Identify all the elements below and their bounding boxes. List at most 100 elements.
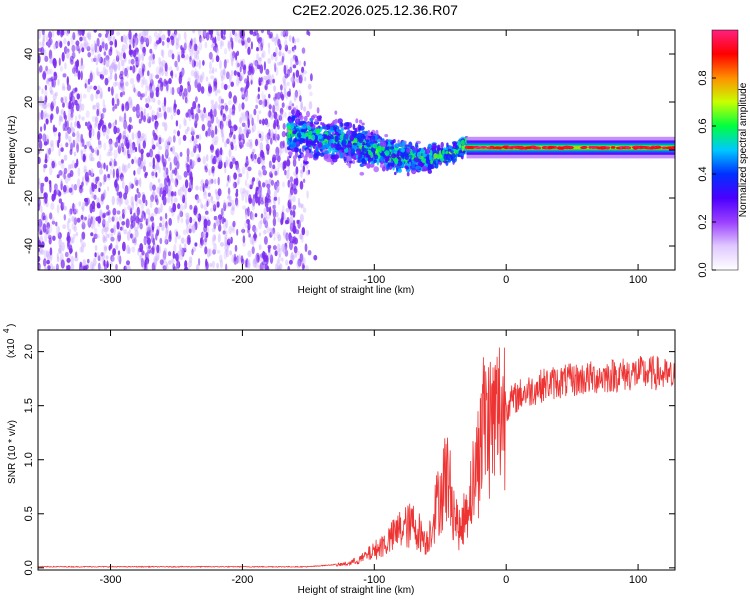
spectrogram-cell bbox=[81, 181, 84, 188]
spectrogram-cell bbox=[461, 145, 464, 152]
spectrogram-cell bbox=[174, 191, 177, 197]
spectrogram-cell bbox=[44, 196, 48, 204]
spectrogram-cell bbox=[202, 182, 205, 193]
spectrogram-cell bbox=[286, 169, 290, 180]
spectrogram-cell bbox=[116, 98, 120, 107]
spectrogram-cell bbox=[266, 148, 270, 156]
spectrogram-cell bbox=[220, 69, 224, 79]
spectrogram-cell bbox=[406, 148, 411, 153]
spectrogram-cell bbox=[166, 175, 170, 183]
spectrogram-cell bbox=[161, 34, 166, 41]
spectrogram-cell bbox=[361, 145, 365, 153]
spectrogram-cell bbox=[133, 156, 137, 164]
spectrogram-cell bbox=[176, 65, 179, 71]
spectrogram-cell bbox=[131, 141, 136, 151]
spectrogram-cell bbox=[121, 43, 126, 53]
spectrogram-cell bbox=[158, 37, 162, 44]
spectrogram-cell bbox=[63, 214, 66, 221]
spectrogram-cell bbox=[133, 170, 136, 176]
colorbar-label: Normalized spectral amplitude bbox=[738, 82, 749, 217]
spectrogram-cell bbox=[224, 104, 229, 112]
spectrogram-cell bbox=[81, 205, 85, 210]
spectrogram-cell bbox=[170, 69, 174, 79]
spectrogram-cell bbox=[272, 52, 277, 57]
spectrogram-cell bbox=[248, 221, 252, 228]
spectrogram-cell bbox=[224, 166, 227, 174]
spectrogram-cell bbox=[65, 30, 69, 37]
spectrogram-cell bbox=[296, 259, 301, 269]
spectrogram-cell bbox=[159, 61, 164, 71]
spectrogram-cell bbox=[284, 44, 289, 52]
spectrogram-cell bbox=[182, 204, 186, 211]
spectrogram-cell bbox=[262, 99, 266, 108]
spectrogram-cell bbox=[317, 142, 323, 148]
spectrogram-cell bbox=[160, 183, 165, 189]
spectrogram-cell bbox=[68, 100, 72, 110]
spectrogram-cell bbox=[514, 146, 522, 150]
spectrogram-cell bbox=[76, 59, 80, 68]
spectrogram-cell bbox=[116, 196, 119, 205]
spectrogram-cell bbox=[46, 68, 51, 75]
spectrogram-cell bbox=[140, 213, 145, 222]
spectrogram-cell bbox=[188, 256, 193, 263]
spectrogram-cell bbox=[249, 114, 253, 119]
spectrogram-cell bbox=[52, 98, 57, 107]
spectrogram-cell bbox=[413, 161, 416, 165]
spectrogram-cell bbox=[118, 191, 123, 199]
spectrogram-cell bbox=[136, 188, 139, 194]
spectrogram-cell bbox=[210, 113, 215, 124]
spectrogram-cell bbox=[150, 77, 154, 83]
spectrogram-cell bbox=[132, 106, 137, 112]
spectrogram-cell bbox=[169, 87, 173, 95]
spectrogram-cell bbox=[267, 244, 272, 249]
spectrogram-cell bbox=[82, 93, 87, 99]
spectrogram-cell bbox=[352, 123, 356, 130]
spectrogram-cell bbox=[135, 89, 139, 97]
spectrogram-cell bbox=[226, 71, 230, 80]
spectrogram-cell bbox=[250, 212, 255, 221]
spectrogram-cell bbox=[56, 189, 61, 196]
colorbar-tick-label: 0.6 bbox=[697, 118, 709, 133]
spectrogram-cell bbox=[553, 146, 557, 149]
spectrogram-cell bbox=[228, 134, 232, 140]
spectrogram-cell bbox=[291, 103, 295, 107]
spectrogram-cell bbox=[236, 178, 240, 185]
spectrogram-cell bbox=[191, 224, 196, 233]
spectrogram-cell bbox=[196, 264, 199, 270]
spectrogram-cell bbox=[268, 46, 271, 55]
spectrogram-cell bbox=[66, 50, 70, 59]
spectrogram-cell bbox=[67, 240, 71, 250]
spectrogram-cell bbox=[128, 96, 132, 106]
spectrogram-cell bbox=[275, 211, 279, 218]
spectrogram-cell bbox=[210, 195, 214, 204]
spectrogram-cell bbox=[85, 121, 88, 127]
spectrogram-cell bbox=[197, 157, 201, 163]
colorbar-bar bbox=[711, 29, 739, 271]
spectrogram-cell bbox=[228, 99, 232, 106]
spectrogram-cell bbox=[198, 143, 202, 153]
spectrogram-cell bbox=[140, 110, 144, 121]
spectrogram-cell bbox=[168, 217, 172, 226]
spectrogram-cell bbox=[431, 143, 437, 151]
spectrogram-cell bbox=[151, 233, 154, 243]
spectrogram-cell bbox=[122, 91, 126, 96]
spectrogram-cell bbox=[185, 162, 189, 168]
spectrogram-cell bbox=[233, 134, 236, 140]
spectrogram-cell bbox=[67, 173, 72, 178]
spectrogram-cell bbox=[326, 135, 331, 140]
spectrogram-cell bbox=[68, 164, 72, 169]
spectrogram-cell bbox=[106, 152, 111, 157]
spectrogram-cell bbox=[161, 41, 165, 46]
spectrogram-cell bbox=[293, 188, 298, 195]
spectrogram-cell bbox=[276, 231, 280, 239]
spectrogram-cell bbox=[279, 91, 283, 99]
spectrogram-cell bbox=[227, 192, 231, 199]
spectrogram-cell bbox=[257, 93, 261, 100]
spectrogram-cell bbox=[73, 225, 77, 232]
spectrogram-cell bbox=[109, 40, 114, 46]
spectrogram-cell bbox=[109, 145, 114, 151]
spectrogram-cell bbox=[270, 179, 275, 186]
spectrogram-cell bbox=[113, 226, 116, 236]
spectrogram-cell bbox=[244, 259, 248, 268]
spectrogram-cell bbox=[275, 152, 279, 160]
